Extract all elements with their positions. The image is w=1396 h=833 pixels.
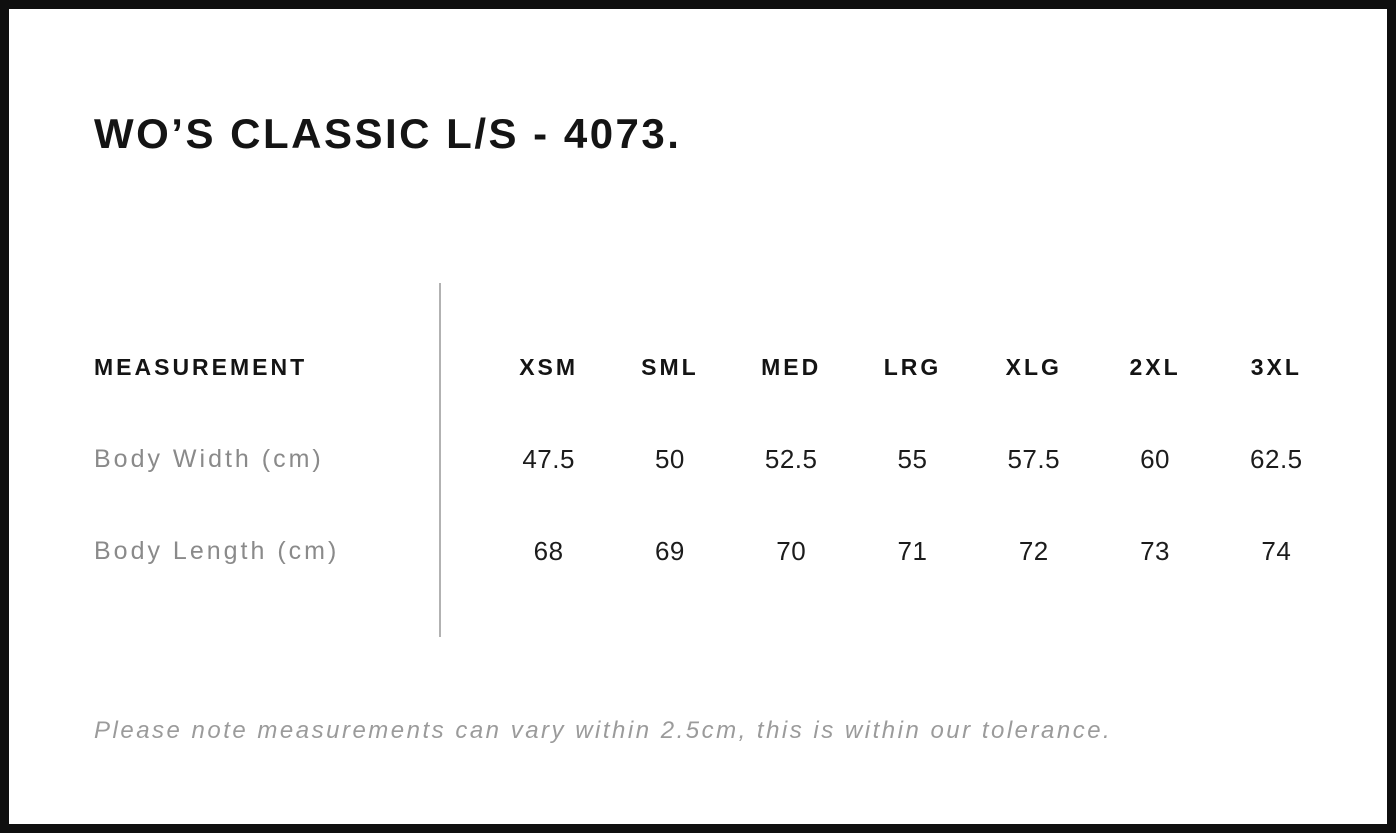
body-length-sml: 69 [654, 535, 685, 566]
body-width-sml: 50 [654, 443, 685, 474]
size-header-xlg: XLG [1005, 353, 1062, 380]
body-width-2xl: 60 [1140, 443, 1171, 474]
body-width-xsm: 47.5 [522, 443, 575, 474]
body-width-lrg: 55 [897, 443, 928, 474]
body-length-3xl: 74 [1261, 535, 1292, 566]
body-length-2xl: 73 [1140, 535, 1171, 566]
row-label-body-length: Body Length (cm) [94, 536, 340, 565]
body-width-3xl: 62.5 [1250, 443, 1303, 474]
vertical-divider [439, 283, 441, 637]
body-length-med: 70 [776, 535, 807, 566]
body-length-xsm: 68 [533, 535, 564, 566]
body-length-xlg: 72 [1018, 535, 1049, 566]
measurement-column-header: MEASUREMENT [94, 353, 308, 380]
size-header-lrg: LRG [883, 353, 942, 380]
row-label-body-width: Body Width (cm) [94, 444, 324, 473]
size-header-med: MED [761, 353, 822, 380]
tolerance-note: Please note measurements can vary within… [94, 717, 1113, 744]
body-width-med: 52.5 [764, 443, 818, 474]
page-title: WO’S CLASSIC L/S - 4073. [94, 110, 682, 157]
body-width-xlg: 57.5 [1007, 443, 1061, 474]
size-header-3xl: 3XL [1250, 353, 1302, 380]
size-header-2xl: 2XL [1129, 353, 1181, 380]
body-length-lrg: 71 [897, 535, 928, 566]
size-header-xsm: XSM [519, 353, 579, 380]
size-chart-table: MEASUREMENT XSM SML MED LRG XLG 2XL 3XL … [94, 321, 1337, 597]
size-header-sml: SML [641, 353, 699, 380]
